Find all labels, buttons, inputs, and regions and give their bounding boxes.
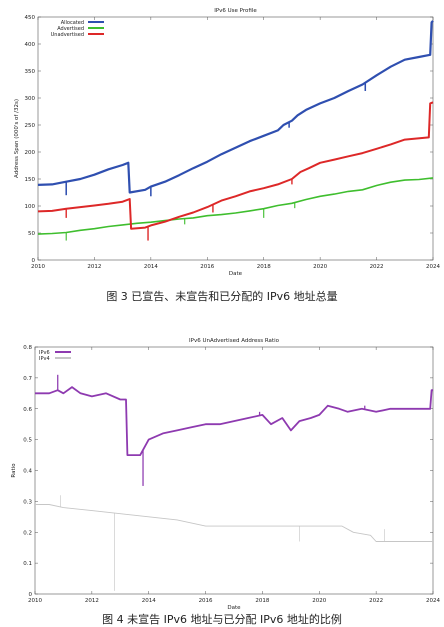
legend-label-allocated: Allocated bbox=[61, 20, 84, 26]
x-tick-label: 2012 bbox=[85, 598, 99, 604]
y-tick-label: 0.7 bbox=[23, 376, 32, 382]
y-tick-label: 0.1 bbox=[23, 561, 32, 567]
series-line-advertised bbox=[37, 177, 434, 235]
y-tick-label: 50 bbox=[28, 231, 35, 237]
y-tick-label: 200 bbox=[25, 150, 36, 156]
y-tick-label: 0 bbox=[32, 258, 36, 264]
legend-label-ipv4: IPv4 bbox=[39, 356, 50, 362]
y-tick-label: 250 bbox=[25, 123, 36, 129]
legend-label-ipv6: IPv6 bbox=[39, 350, 50, 356]
x-tick-label: 2016 bbox=[200, 264, 214, 270]
plot-frame bbox=[34, 346, 434, 595]
series-line-allocated bbox=[37, 20, 434, 194]
y-tick-label: 0 bbox=[29, 592, 33, 598]
y-tick-label: 400 bbox=[25, 42, 36, 48]
plot-frame bbox=[37, 16, 434, 261]
x-tick-label: 2010 bbox=[28, 598, 42, 604]
chart-title: IPv6 UnAdvertised Address Ratio bbox=[189, 338, 280, 344]
x-tick-label: 2012 bbox=[87, 264, 101, 270]
y-tick-label: 0.6 bbox=[23, 407, 32, 413]
y-tick-label: 0.4 bbox=[23, 469, 32, 475]
x-tick-label: 2022 bbox=[369, 598, 383, 604]
y-tick-label: 0.2 bbox=[23, 530, 32, 536]
x-tick-label: 2024 bbox=[426, 598, 440, 604]
y-tick-label: 150 bbox=[25, 177, 36, 183]
y-tick-label: 350 bbox=[25, 69, 36, 75]
x-tick-label: 2020 bbox=[312, 598, 326, 604]
series-line-unadvertised bbox=[37, 101, 434, 230]
x-tick-label: 2018 bbox=[255, 598, 269, 604]
x-tick-label: 2014 bbox=[142, 598, 156, 604]
x-tick-label: 2024 bbox=[426, 264, 440, 270]
figure-3-caption: 图 3 已宣告、未宣告和已分配的 IPv6 地址总量 bbox=[106, 290, 338, 303]
x-tick-label: 2022 bbox=[370, 264, 384, 270]
x-axis-label: Date bbox=[229, 271, 243, 277]
series-line-ipv4 bbox=[35, 504, 433, 542]
x-tick-label: 2016 bbox=[199, 598, 213, 604]
y-tick-label: 0.5 bbox=[23, 438, 32, 444]
y-tick-label: 450 bbox=[25, 15, 36, 21]
x-axis-label: Date bbox=[227, 605, 241, 611]
ipv6-unadvertised-ratio-chart: IPv6 UnAdvertised Address Ratio 0 0.1 0.2 0.… bbox=[11, 338, 440, 611]
chart-title: IPv6 Use Profile bbox=[214, 8, 257, 14]
x-tick-label: 2020 bbox=[313, 264, 327, 270]
y-tick-label: 100 bbox=[25, 204, 36, 210]
y-axis-label: Address Span (000's of /32s) bbox=[14, 99, 20, 178]
legend-label-advertised: Advertised bbox=[57, 26, 84, 32]
y-tick-label: 300 bbox=[25, 96, 36, 102]
ipv6-use-profile-chart: IPv6 Use Profile 0 50 100 150 200 250 300 350 400… bbox=[14, 8, 440, 277]
y-axis-label: Ratio bbox=[11, 463, 17, 478]
legend-label-unadvertised: Unadvertised bbox=[51, 32, 84, 38]
x-tick-label: 2018 bbox=[257, 264, 271, 270]
figure-4-caption: 图 4 未宣告 IPv6 地址与已分配 IPv6 地址的比例 bbox=[102, 613, 342, 626]
x-tick-label: 2014 bbox=[144, 264, 158, 270]
x-tick-label: 2010 bbox=[31, 264, 45, 270]
series-line-ipv6 bbox=[35, 386, 433, 456]
y-tick-label: 0.8 bbox=[23, 345, 32, 351]
y-tick-label: 0.3 bbox=[23, 499, 32, 505]
